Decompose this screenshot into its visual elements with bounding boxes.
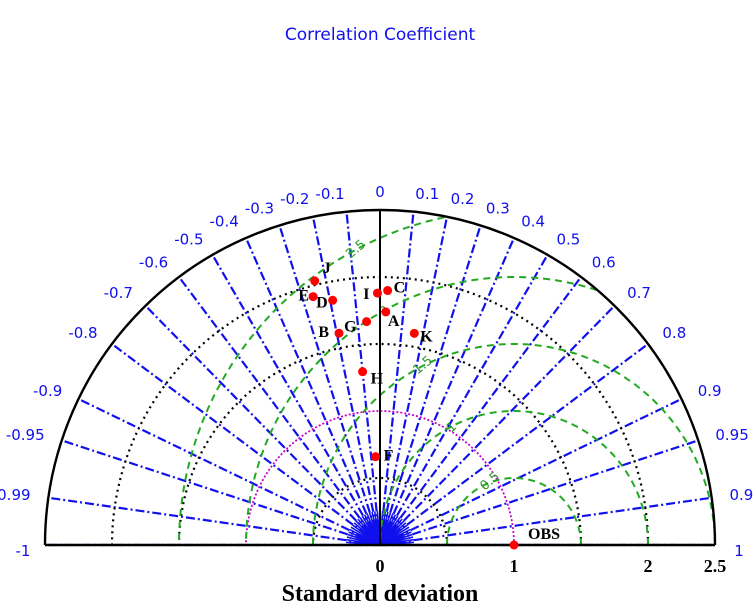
correlation-lines — [45, 211, 715, 547]
correlation-line — [278, 225, 382, 546]
correlation-tick-label: 0.9 — [698, 382, 722, 400]
std-dev-tick-labels: 0 1 2 2.5 — [376, 556, 727, 576]
correlation-tick-label: 0 — [375, 183, 385, 201]
data-point-f — [371, 452, 381, 462]
x-axis-label: Standard deviation — [282, 581, 479, 607]
correlation-line — [379, 397, 682, 546]
rmsd-label: 2.5 — [343, 237, 368, 262]
reference-std-circle — [245, 410, 515, 546]
std-dev-circle — [311, 476, 449, 546]
correlation-tick-label: -1 — [16, 542, 31, 560]
std-dev-tick-label: 2 — [644, 556, 653, 576]
data-point-e — [308, 292, 318, 302]
correlation-tick-label: -0.7 — [104, 284, 133, 302]
data-point-label: I — [363, 286, 369, 303]
std-dev-circle — [177, 342, 583, 546]
correlation-line — [378, 225, 482, 546]
correlation-tick-label: 0.7 — [627, 284, 651, 302]
correlation-tick-label: -0.5 — [174, 230, 203, 248]
rmsd-circle — [446, 477, 582, 545]
data-point-label: F — [384, 448, 394, 465]
correlation-line — [78, 397, 381, 546]
correlation-tick-label: -0.2 — [280, 190, 309, 208]
std-dev-tick-label: 1 — [510, 556, 519, 576]
data-point-label: E — [298, 288, 309, 305]
data-point-h — [358, 367, 368, 377]
correlation-tick-label: -0.3 — [245, 199, 274, 217]
correlation-line — [211, 254, 381, 546]
correlation-line — [378, 237, 516, 546]
correlation-tick-label: 1 — [734, 542, 744, 560]
data-point-label: C — [394, 280, 406, 297]
data-point-d — [328, 295, 338, 305]
data-point-i — [372, 288, 382, 298]
data-points: OBS A B C DE F G H I J K — [298, 260, 560, 550]
correlation-line — [379, 254, 549, 546]
data-point-k — [409, 328, 419, 338]
correlation-axis-title: Correlation Coefficient — [285, 25, 476, 45]
correlation-tick-label: -0.8 — [68, 324, 97, 342]
rmsd-circle — [379, 410, 649, 545]
data-point-c — [383, 286, 393, 296]
correlation-tick-label: -0.1 — [315, 185, 344, 203]
data-point-b — [334, 328, 344, 338]
correlation-tick-label: 0.6 — [592, 254, 616, 272]
data-point-label: G — [344, 319, 357, 336]
rmsd-circles: 0.511.522.5 — [178, 216, 716, 545]
data-point-label: D — [316, 294, 328, 311]
correlation-tick-label: 0.3 — [486, 199, 510, 217]
data-point-obs — [509, 540, 519, 550]
diagram-frame — [43, 208, 717, 547]
data-point-a — [381, 307, 391, 317]
correlation-tick-label: -0.4 — [210, 212, 239, 230]
correlation-tick-label: 0.99 — [729, 486, 754, 504]
correlation-line — [378, 216, 449, 546]
rmsd-label: 1 — [444, 419, 460, 436]
rmsd-label: 0.5 — [477, 469, 502, 494]
correlation-line — [345, 211, 382, 546]
correlation-tick-label: 0.95 — [715, 426, 748, 444]
data-point-label: OBS — [528, 526, 560, 543]
correlation-line — [178, 276, 381, 546]
correlation-line — [379, 343, 649, 546]
data-point-label: B — [318, 324, 329, 341]
data-point-j — [310, 276, 320, 286]
correlation-line — [379, 496, 712, 547]
data-point-label: A — [388, 313, 400, 330]
correlation-line — [48, 496, 381, 547]
correlation-line — [378, 211, 415, 546]
correlation-line — [379, 439, 699, 547]
data-point-g — [362, 317, 372, 327]
correlation-tick-label: 0.8 — [662, 324, 686, 342]
correlation-line — [379, 276, 582, 546]
correlation-tick-label: -0.6 — [139, 254, 168, 272]
correlation-tick-label: -0.9 — [33, 382, 62, 400]
data-point-label: K — [420, 328, 433, 345]
correlation-line — [144, 304, 381, 546]
correlation-tick-label: 0.2 — [451, 190, 475, 208]
correlation-line — [379, 304, 616, 546]
data-point-label: J — [323, 260, 331, 277]
correlation-line — [244, 237, 382, 546]
correlation-tick-label: 0.4 — [521, 212, 545, 230]
data-point-label: H — [371, 371, 384, 388]
correlation-tick-labels: -1 -0.99 -0.95 -0.9 -0.8 -0.7 -0.6 -0.5 -0.4 -0.3… — [0, 183, 754, 560]
rmsd-circle — [245, 276, 598, 545]
correlation-line — [311, 216, 382, 546]
correlation-tick-label: -0.99 — [0, 486, 31, 504]
correlation-tick-label: 0.5 — [557, 230, 581, 248]
correlation-tick-label: 0.1 — [415, 185, 439, 203]
rmsd-circle — [178, 216, 445, 545]
std-dev-tick-label: 2.5 — [704, 556, 727, 576]
rmsd-circle — [312, 343, 716, 545]
std-dev-tick-label: 0 — [376, 556, 385, 576]
correlation-line — [61, 439, 381, 547]
correlation-tick-label: -0.95 — [6, 426, 45, 444]
correlation-line — [111, 343, 381, 546]
